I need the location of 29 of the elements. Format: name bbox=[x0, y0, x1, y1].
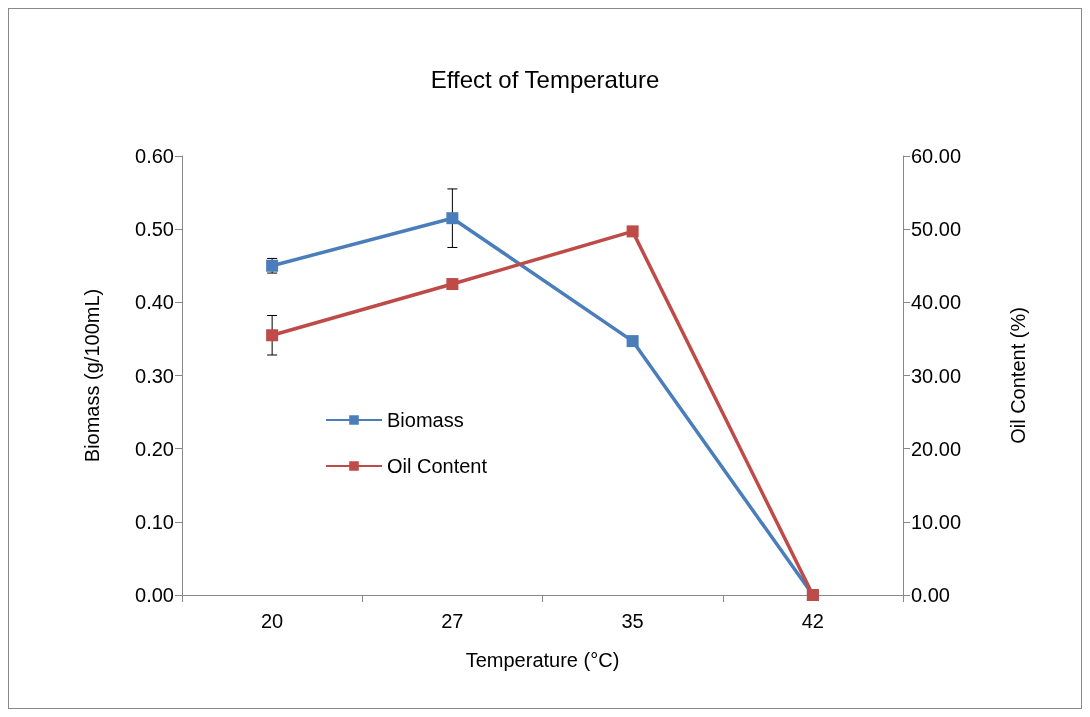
x-tick-label: 42 bbox=[801, 610, 824, 632]
x-tick-label: 35 bbox=[621, 610, 644, 632]
y-tick-label: 0.10 bbox=[135, 510, 174, 533]
x-axis-title: Temperature (°C) bbox=[465, 649, 620, 671]
y2-tick-label: 0.00 bbox=[911, 584, 950, 606]
y-axis-title: Biomass (g/100mL) bbox=[81, 288, 103, 463]
y-tick-label: 0.00 bbox=[135, 584, 174, 606]
point bbox=[446, 212, 459, 225]
legend-label: Biomass bbox=[387, 409, 464, 431]
y-tick-label: 0.40 bbox=[135, 291, 174, 314]
y-tick-label: 0.50 bbox=[135, 218, 174, 241]
y-tick-label: 0.20 bbox=[135, 437, 174, 460]
point bbox=[266, 329, 279, 342]
y-tick-label: 0.60 bbox=[135, 145, 174, 167]
y-tick-label: 0.30 bbox=[135, 364, 174, 387]
x-tick-label: 27 bbox=[441, 610, 464, 632]
y2-tick-label: 20.00 bbox=[911, 437, 962, 460]
y2-tick-label: 40.00 bbox=[911, 291, 962, 314]
chart-title: Effect of Temperature bbox=[430, 65, 660, 93]
y2-axis-title: Oil Content (%) bbox=[1007, 307, 1029, 444]
y2-tick-label: 60.00 bbox=[911, 145, 962, 167]
legend-label: Oil Content bbox=[387, 455, 488, 477]
point bbox=[626, 225, 639, 238]
y2-tick-label: 30.00 bbox=[911, 364, 962, 387]
point bbox=[446, 278, 459, 291]
x-tick-label: 20 bbox=[261, 610, 284, 632]
point bbox=[626, 335, 639, 348]
y2-tick-label: 10.00 bbox=[911, 510, 962, 533]
y2-tick-label: 50.00 bbox=[911, 218, 962, 241]
